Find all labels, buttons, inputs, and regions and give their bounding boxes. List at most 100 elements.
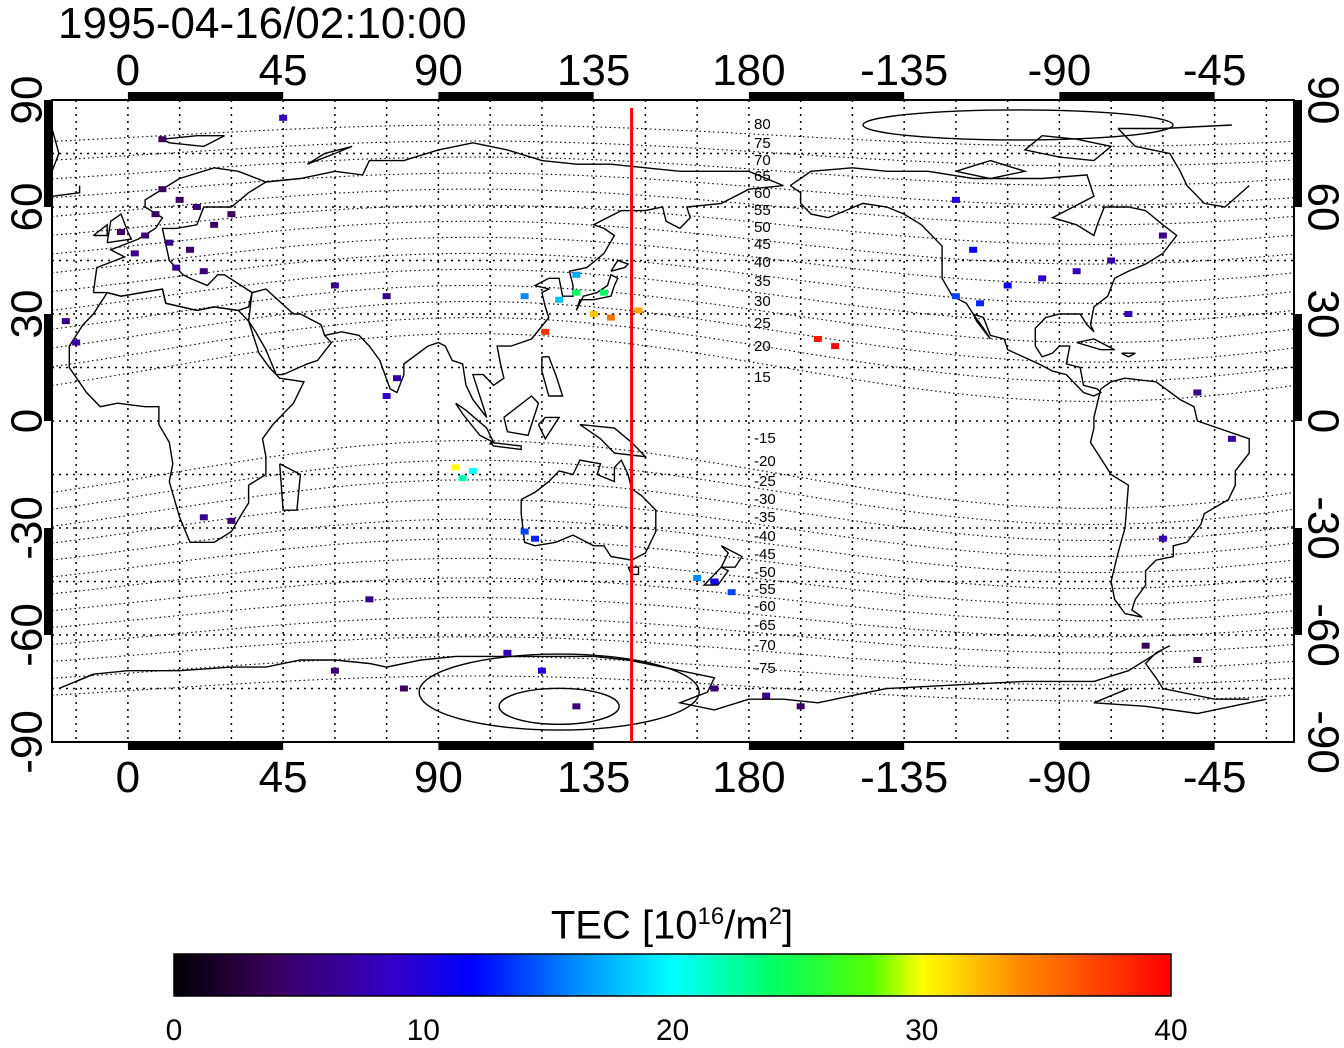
coastline	[279, 463, 302, 511]
lon-tick-label: -45	[1183, 46, 1247, 95]
tec-point	[458, 475, 467, 482]
tec-point	[365, 596, 374, 603]
tec-point	[951, 196, 960, 203]
latitude-axis-left: 90 60 30 0 -30 -60 -90	[3, 76, 52, 774]
contour-line	[52, 675, 1294, 702]
tec-point	[710, 685, 719, 692]
tec-point	[72, 339, 81, 346]
coastline	[972, 313, 991, 340]
tec-point	[531, 535, 539, 542]
tec-point	[451, 464, 460, 471]
tec-point	[158, 186, 167, 193]
tec-point	[199, 514, 208, 521]
lat-tick-label: 60	[1298, 183, 1344, 232]
coastline	[1089, 377, 1250, 618]
contour-line	[52, 268, 1294, 324]
tec-point	[192, 204, 201, 210]
coastline	[1076, 338, 1115, 351]
tec-point	[541, 328, 550, 335]
tec-point	[399, 685, 408, 692]
contour-label: 80	[754, 116, 771, 133]
contour-label: -40	[754, 528, 776, 545]
contour-label: -30	[754, 491, 776, 508]
tec-point	[589, 311, 598, 317]
longitude-axis-top: 0 45 90 135 180 -135 -90 -45	[116, 46, 1247, 95]
lat-tick-label: 0	[1298, 409, 1344, 433]
coastline	[162, 135, 225, 148]
tec-point	[61, 318, 70, 325]
colorbar-tick-label: 40	[1154, 1014, 1187, 1047]
coastline	[520, 458, 657, 561]
contour-line	[52, 498, 1294, 558]
tec-point	[831, 343, 840, 350]
frame-bar-right	[1294, 528, 1302, 635]
contour-label: 60	[754, 185, 771, 202]
contour-label: -15	[754, 430, 776, 447]
contour-line	[52, 172, 1294, 206]
timestamp-title: 1995-04-16/02:10:00	[58, 0, 467, 48]
tec-point	[976, 300, 985, 307]
lon-tick-label: 0	[116, 46, 140, 95]
tec-point	[1158, 232, 1167, 239]
contour-label: -60	[754, 598, 776, 615]
frame-tick-bars	[44, 92, 1302, 750]
contour-label: 20	[754, 338, 771, 355]
tec-point	[141, 232, 150, 239]
coastlines	[52, 124, 1287, 714]
tec-point	[199, 268, 208, 275]
contour-line	[52, 333, 1294, 402]
coastline	[1121, 352, 1136, 358]
lat-tick-label: 90	[3, 76, 52, 125]
contour-label: 65	[754, 168, 771, 185]
contour-label: 35	[754, 273, 771, 290]
colorbar-tick-label: 20	[656, 1014, 689, 1047]
frame-bar-bottom	[127, 742, 284, 750]
coastline	[106, 213, 133, 244]
lat-tick-label: 90	[1298, 76, 1344, 125]
tec-point	[537, 667, 546, 674]
tec-point	[1141, 642, 1150, 649]
tec-point	[969, 246, 978, 253]
contour-line	[52, 140, 1294, 167]
contour-label: 30	[754, 293, 771, 310]
contour-label: 15	[754, 369, 771, 386]
contour-label: 70	[754, 152, 771, 169]
latitude-axis-right: 90 60 30 0 -30 -60 -90	[1298, 76, 1344, 774]
tec-point	[1107, 257, 1116, 264]
contour-label: 75	[754, 135, 771, 152]
lon-tick-label: 180	[712, 753, 785, 802]
tec-data-points	[61, 114, 1236, 710]
lon-tick-label: 45	[259, 46, 308, 95]
longitude-axis-bottom: 0 45 90 135 180 -135 -90 -45	[116, 753, 1247, 802]
coastline	[579, 423, 648, 458]
tec-point	[468, 467, 477, 474]
contour-label: 55	[754, 202, 771, 219]
tec-point	[382, 293, 391, 300]
tec-point	[606, 314, 615, 321]
coastline	[720, 545, 744, 568]
contour-line	[52, 204, 1294, 245]
tec-point	[1227, 435, 1236, 442]
tec-point	[600, 289, 608, 296]
contour-line	[52, 577, 1294, 622]
lat-tick-label: 0	[3, 409, 52, 433]
contour-label: -65	[754, 617, 776, 634]
lat-tick-label: -90	[3, 710, 52, 774]
contour-label: 45	[754, 236, 771, 253]
lat-tick-label: -60	[3, 603, 52, 667]
tec-point	[520, 293, 529, 300]
frame-bar-left	[44, 100, 52, 207]
tec-point	[1072, 268, 1081, 275]
lat-tick-label: 30	[1298, 290, 1344, 339]
lat-tick-label: -30	[3, 496, 52, 560]
tec-point	[710, 578, 719, 585]
tec-point	[503, 649, 512, 656]
lat-tick-label: -90	[1298, 710, 1344, 774]
coastline	[541, 356, 564, 397]
tec-point	[117, 228, 125, 235]
tec-point	[227, 517, 236, 524]
tec-point	[520, 528, 529, 535]
tec-point	[796, 703, 805, 710]
frame-bar-left	[44, 314, 52, 421]
lat-tick-label: -30	[1298, 496, 1344, 560]
